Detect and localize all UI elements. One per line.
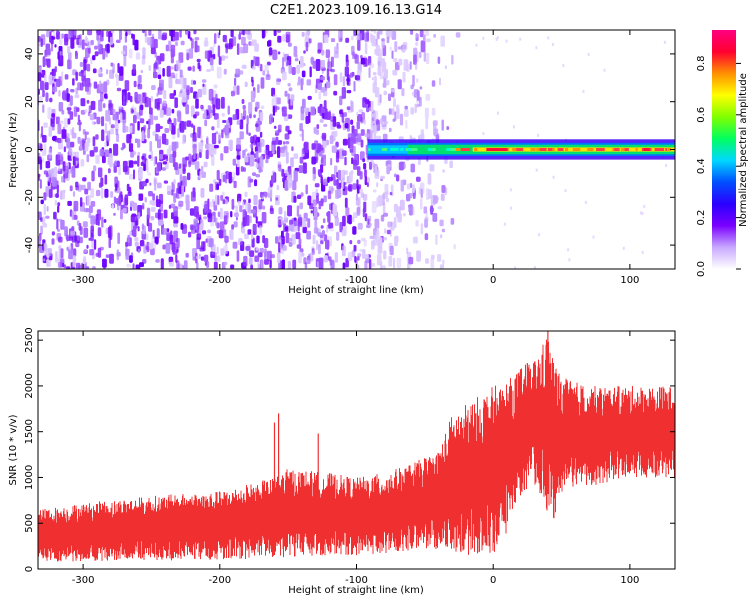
y-tick-label: 20 [24,95,35,108]
spectrogram-ylabel: Frequency (Hz) [8,112,19,188]
x-tick-label: 100 [620,575,639,586]
snr-series [38,331,675,562]
colorbar-tick-label: 0.8 [696,55,707,71]
colorbar-ticks: 0.0 0.2 0.4 0.6 0.8 [696,55,741,277]
x-tick-label: 0 [490,575,496,586]
chart-title: C2E1.2023.109.16.13.G14 [270,3,442,18]
spectrogram-xlabel: Height of straight line (km) [288,285,424,296]
colorbar-tick-label: 0.4 [696,158,707,174]
x-tick-label: -200 [208,575,231,586]
y-tick-label: 40 [24,48,35,61]
colorbar-tick-label: 0.0 [696,261,707,277]
x-tick-label: -100 [345,275,368,286]
snr-xlabel: Height of straight line (km) [288,585,424,596]
y-tick-label: 2000 [24,373,35,398]
snr-ylabel: SNR (10 * v/v) [8,414,19,485]
x-tick-label: -200 [208,275,231,286]
colorbar-gradient [712,30,736,269]
y-tick-label: 1500 [24,419,35,444]
snr-trace [38,339,675,562]
y-tick-label: -40 [24,237,35,253]
y-tick-label: 1000 [24,465,35,490]
y-tick-label: 0 [24,566,35,572]
colorbar-tick-label: 0.2 [696,210,707,226]
x-tick-label: 0 [490,275,496,286]
x-tick-label: -100 [345,575,368,586]
spectrogram-heatmap [38,30,675,269]
x-tick-label: 100 [620,275,639,286]
y-tick-label: -20 [24,189,35,205]
colorbar: 0.0 0.2 0.4 0.6 0.8 Normalized spectral ampl… [696,30,749,277]
y-tick-label: 0 [24,146,35,152]
colorbar-label: Normalized spectral amplitude [738,73,749,227]
y-tick-label: 500 [24,514,35,533]
x-tick-label: -300 [72,275,95,286]
y-tick-label: 2500 [24,327,35,352]
colorbar-tick-label: 0.6 [696,107,707,123]
x-tick-label: -300 [72,575,95,586]
